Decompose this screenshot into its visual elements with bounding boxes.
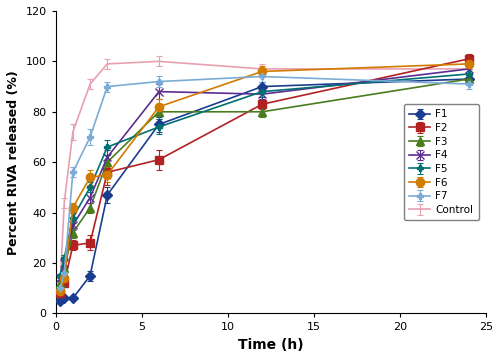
Y-axis label: Percent RIVA released (%): Percent RIVA released (%) [7,70,20,255]
Legend: F1, F2, F3, F4, F5, F6, F7, Control: F1, F2, F3, F4, F5, F6, F7, Control [404,104,478,220]
X-axis label: Time (h): Time (h) [238,338,304,352]
